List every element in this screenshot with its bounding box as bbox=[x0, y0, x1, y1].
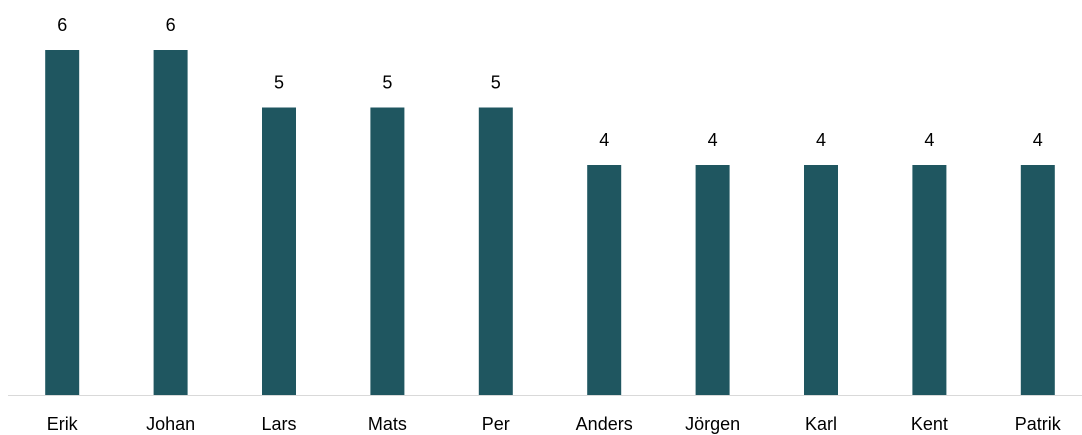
bar bbox=[695, 165, 730, 395]
data-label: 4 bbox=[924, 130, 934, 150]
data-label: 4 bbox=[1033, 130, 1043, 150]
data-label: 6 bbox=[57, 15, 67, 35]
bar bbox=[912, 165, 947, 395]
x-tick-label: Anders bbox=[576, 414, 633, 434]
data-label: 4 bbox=[816, 130, 826, 150]
x-tick-label: Johan bbox=[146, 414, 195, 434]
bar bbox=[262, 107, 296, 395]
data-label: 5 bbox=[382, 72, 392, 92]
data-label: 5 bbox=[491, 72, 501, 92]
bar bbox=[1020, 165, 1055, 395]
data-label: 4 bbox=[708, 130, 718, 150]
x-tick-label: Patrik bbox=[1015, 414, 1062, 434]
x-tick-label: Erik bbox=[47, 414, 79, 434]
x-tick-label: Jörgen bbox=[685, 414, 740, 434]
data-label: 4 bbox=[599, 130, 609, 150]
x-tick-label: Karl bbox=[805, 414, 837, 434]
bar bbox=[804, 165, 838, 395]
x-tick-label: Per bbox=[482, 414, 510, 434]
x-tick-label: Mats bbox=[368, 414, 407, 434]
bar bbox=[370, 107, 405, 395]
bar bbox=[478, 107, 513, 395]
bar bbox=[153, 50, 188, 395]
data-label: 6 bbox=[166, 15, 176, 35]
bar bbox=[587, 165, 622, 395]
bar bbox=[45, 50, 80, 395]
data-label: 5 bbox=[274, 72, 284, 92]
x-tick-label: Lars bbox=[261, 414, 296, 434]
x-tick-label: Kent bbox=[911, 414, 948, 434]
